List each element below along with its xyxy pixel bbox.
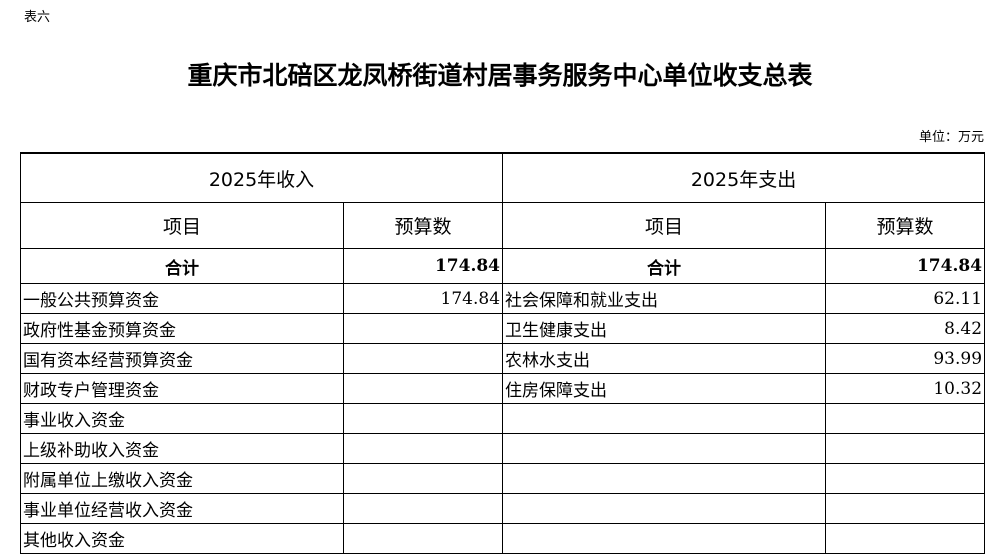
expense-value xyxy=(825,433,986,464)
table-row: 事业收入资金 xyxy=(20,403,986,434)
expense-total-value: 174.84 xyxy=(825,248,986,284)
income-item: 政府性基金预算资金 xyxy=(20,313,344,344)
table-row: 政府性基金预算资金 卫生健康支出 8.42 xyxy=(20,313,986,344)
expense-item xyxy=(502,433,827,464)
expense-header: 2025年支出 xyxy=(502,152,986,203)
expense-item xyxy=(502,523,827,554)
income-value xyxy=(342,313,504,344)
income-item: 国有资本经营预算资金 xyxy=(20,343,344,374)
income-total-value: 174.84 xyxy=(342,248,504,284)
expense-item xyxy=(502,463,827,494)
income-item: 事业收入资金 xyxy=(20,403,344,434)
expense-value: 8.42 xyxy=(825,313,986,344)
income-value xyxy=(342,373,504,404)
column-header-row: 项目 预算数 项目 预算数 xyxy=(20,202,986,249)
income-value xyxy=(342,433,504,464)
table-row: 事业单位经营收入资金 xyxy=(20,493,986,524)
income-item: 其他收入资金 xyxy=(20,523,344,554)
expense-item-header: 项目 xyxy=(502,202,827,249)
income-item: 事业单位经营收入资金 xyxy=(20,493,344,524)
expense-value: 93.99 xyxy=(825,343,986,374)
expense-budget-header: 预算数 xyxy=(825,202,986,249)
income-value xyxy=(342,463,504,494)
income-value xyxy=(342,403,504,434)
table-row: 财政专户管理资金 住房保障支出 10.32 xyxy=(20,373,986,404)
income-item-header: 项目 xyxy=(20,202,344,249)
expense-total-label: 合计 xyxy=(502,248,827,284)
unit-label: 单位：万元 xyxy=(918,130,984,145)
income-item: 上级补助收入资金 xyxy=(20,433,344,464)
income-value xyxy=(342,343,504,374)
expense-item xyxy=(502,403,827,434)
expense-value xyxy=(825,523,986,554)
income-total-label: 合计 xyxy=(20,248,344,284)
income-value: 174.84 xyxy=(342,283,504,314)
income-value xyxy=(342,523,504,554)
expense-item xyxy=(502,493,827,524)
page-title: 重庆市北碚区龙凤桥街道村居事务服务中心单位收支总表 xyxy=(187,61,813,90)
income-header: 2025年收入 xyxy=(19,152,504,203)
income-budget-header: 预算数 xyxy=(342,202,504,249)
expense-item: 卫生健康支出 xyxy=(502,313,827,344)
expense-item: 社会保障和就业支出 xyxy=(502,283,827,314)
income-item: 财政专户管理资金 xyxy=(20,373,344,404)
expense-value: 10.32 xyxy=(825,373,986,404)
income-value xyxy=(342,493,504,524)
income-item: 一般公共预算资金 xyxy=(20,283,344,314)
expense-value xyxy=(825,493,986,524)
expense-item: 住房保障支出 xyxy=(502,373,827,404)
expense-item: 农林水支出 xyxy=(502,343,827,374)
total-row: 合计 174.84 合计 174.84 xyxy=(20,248,986,284)
table-row: 附属单位上缴收入资金 xyxy=(20,463,986,494)
table-row: 一般公共预算资金 174.84 社会保障和就业支出 62.11 xyxy=(20,283,986,314)
table-row: 其他收入资金 xyxy=(20,523,986,554)
expense-value: 62.11 xyxy=(825,283,986,314)
expense-value xyxy=(825,463,986,494)
section-header-row: 2025年收入 2025年支出 xyxy=(19,152,986,203)
budget-summary-table: 2025年收入 2025年支出 项目 预算数 项目 预算数 合计 174.84 … xyxy=(19,152,986,554)
income-item: 附属单位上缴收入资金 xyxy=(20,463,344,494)
table-row: 上级补助收入资金 xyxy=(20,433,986,464)
expense-value xyxy=(825,403,986,434)
table-row: 国有资本经营预算资金 农林水支出 93.99 xyxy=(20,343,986,374)
table-number: 表六 xyxy=(24,10,51,25)
